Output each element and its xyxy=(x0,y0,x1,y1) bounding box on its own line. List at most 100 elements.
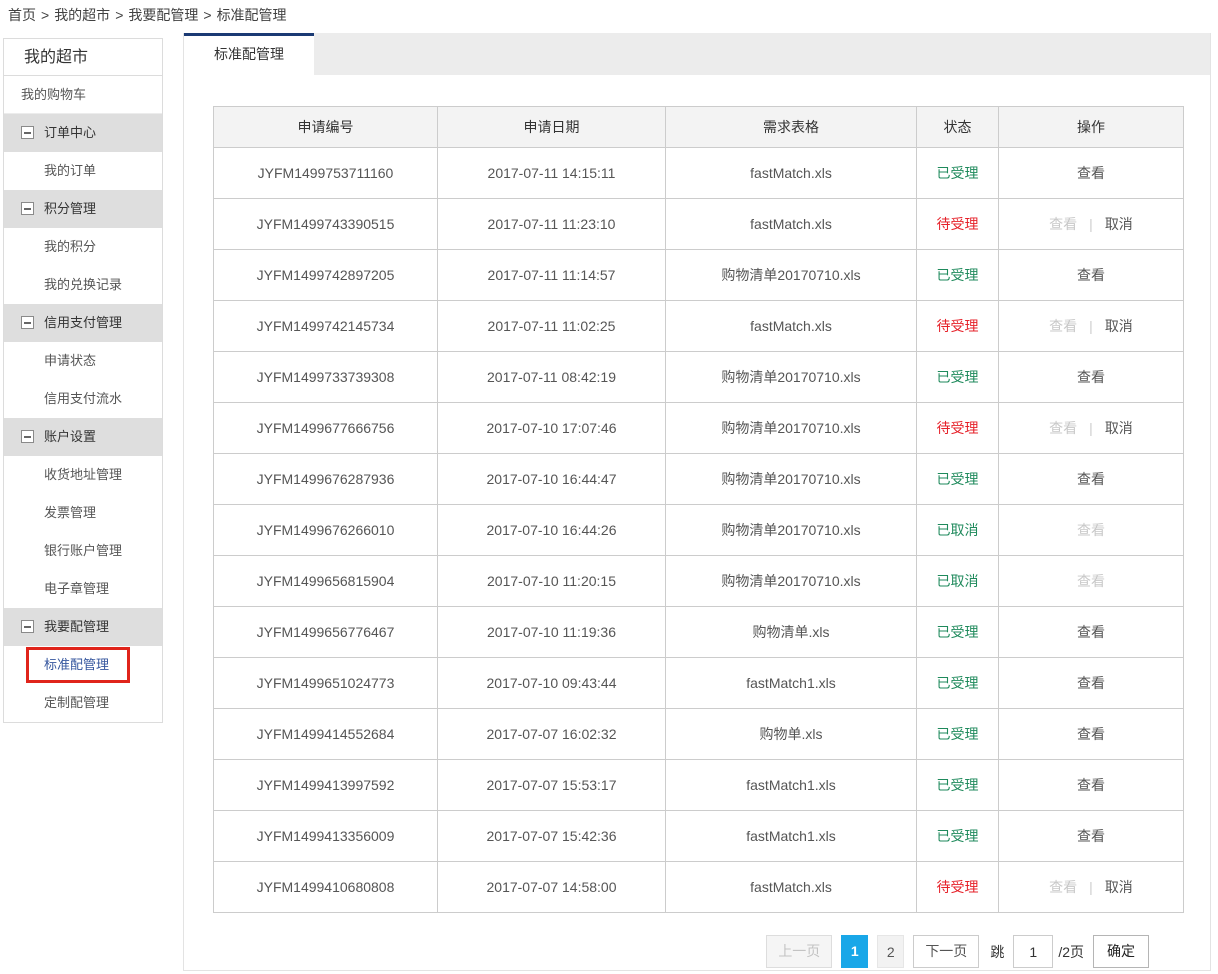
sidebar-item-label: 我的订单 xyxy=(44,163,97,178)
status-badge: 待受理 xyxy=(936,216,979,232)
status-badge: 已受理 xyxy=(936,726,979,742)
requirement-file-cell: 购物清单.xls xyxy=(665,606,917,658)
collapse-minus-icon[interactable] xyxy=(21,201,34,215)
next-page-button[interactable]: 下一页 xyxy=(913,935,980,968)
sidebar-item[interactable]: 我的积分 xyxy=(4,228,162,266)
sidebar-item[interactable]: 我的订单 xyxy=(4,152,162,190)
action-separator: | xyxy=(1089,420,1093,436)
jump-page-input[interactable] xyxy=(1013,935,1054,968)
sidebar-item[interactable]: 我的兑换记录 xyxy=(4,266,162,304)
collapse-minus-icon[interactable] xyxy=(21,429,34,443)
application-id-cell: JYFM1499413997592 xyxy=(213,759,438,811)
table-row: JYFM1499733739308 2017-07-11 08:42:19 购物清单… xyxy=(213,351,1184,403)
requirement-file-cell: fastMatch.xls xyxy=(665,147,917,199)
sidebar-item-label: 订单中心 xyxy=(44,125,97,140)
actions-cell: 查看 | 取消 xyxy=(998,402,1184,454)
sidebar-item[interactable]: 收货地址管理 xyxy=(4,456,162,494)
breadcrumb-separator: > xyxy=(41,7,50,23)
application-id-cell: JYFM1499742897205 xyxy=(213,249,438,301)
status-cell: 已受理 xyxy=(916,708,999,760)
collapse-minus-icon[interactable] xyxy=(21,315,34,329)
action-view-link[interactable]: 查看 xyxy=(1077,165,1105,181)
sidebar-item[interactable]: 标准配管理 xyxy=(4,646,162,684)
actions-cell: 查看 xyxy=(998,504,1184,556)
application-date-cell: 2017-07-10 16:44:26 xyxy=(437,504,666,556)
confirm-button[interactable]: 确定 xyxy=(1093,935,1149,968)
action-view-link[interactable]: 查看 xyxy=(1077,471,1105,487)
application-id-cell: JYFM1499676287936 xyxy=(213,453,438,505)
action-view-link: 查看 xyxy=(1077,573,1105,589)
requirement-file-cell: fastMatch1.xls xyxy=(665,657,917,709)
requirement-file-cell: 购物清单20170710.xls xyxy=(665,555,917,607)
application-id-cell: JYFM1499651024773 xyxy=(213,657,438,709)
sidebar-item-label: 我要配管理 xyxy=(44,619,110,634)
status-badge: 已取消 xyxy=(936,573,979,589)
sidebar-item[interactable]: 我要配管理 xyxy=(4,608,162,646)
status-badge: 已受理 xyxy=(936,267,979,283)
action-cancel-link[interactable]: 取消 xyxy=(1104,216,1133,232)
status-cell: 已受理 xyxy=(916,249,999,301)
sidebar-item[interactable]: 积分管理 xyxy=(4,190,162,228)
sidebar-item[interactable]: 电子章管理 xyxy=(4,570,162,608)
action-view-link[interactable]: 查看 xyxy=(1077,624,1105,640)
application-date-cell: 2017-07-10 09:43:44 xyxy=(437,657,666,709)
status-cell: 已受理 xyxy=(916,453,999,505)
tab-standard-match[interactable]: 标准配管理 xyxy=(184,33,314,75)
breadcrumb-item[interactable]: 我要配管理 xyxy=(128,7,199,23)
action-view-link[interactable]: 查看 xyxy=(1077,828,1105,844)
sidebar-item[interactable]: 定制配管理 xyxy=(4,684,162,722)
collapse-minus-icon[interactable] xyxy=(21,125,34,139)
action-view-link[interactable]: 查看 xyxy=(1077,675,1105,691)
sidebar-item[interactable]: 信用支付管理 xyxy=(4,304,162,342)
actions-cell: 查看 xyxy=(998,453,1184,505)
sidebar-item[interactable]: 银行账户管理 xyxy=(4,532,162,570)
requirement-file-cell: fastMatch1.xls xyxy=(665,759,917,811)
actions-cell: 查看 xyxy=(998,606,1184,658)
sidebar-item[interactable]: 我的购物车 xyxy=(4,76,162,114)
application-date-cell: 2017-07-11 11:14:57 xyxy=(437,249,666,301)
page-number-button[interactable]: 2 xyxy=(877,935,905,968)
sidebar-item[interactable]: 发票管理 xyxy=(4,494,162,532)
requirement-file-cell: 购物清单20170710.xls xyxy=(665,453,917,505)
sidebar-item[interactable]: 信用支付流水 xyxy=(4,380,162,418)
actions-cell: 查看 xyxy=(998,555,1184,607)
action-view-link[interactable]: 查看 xyxy=(1077,369,1105,385)
table-row: JYFM1499656815904 2017-07-10 11:20:15 购物清单… xyxy=(213,555,1184,607)
breadcrumb-item[interactable]: 标准配管理 xyxy=(216,7,287,23)
collapse-minus-icon[interactable] xyxy=(21,619,34,633)
action-cancel-link[interactable]: 取消 xyxy=(1104,420,1133,436)
sidebar-item-label: 发票管理 xyxy=(44,505,97,520)
status-badge: 已受理 xyxy=(936,624,979,640)
column-header: 申请日期 xyxy=(437,106,666,148)
action-view-link[interactable]: 查看 xyxy=(1077,726,1105,742)
requirement-file-cell: 购物清单20170710.xls xyxy=(665,249,917,301)
sidebar: 我的超市 我的购物车 订单中心 我的订单 积分管理 我的积分 我的兑换记录 信用支付管理 申请… xyxy=(3,38,163,723)
table-row: JYFM1499656776467 2017-07-10 11:19:36 购物清单… xyxy=(213,606,1184,658)
requirement-file-cell: 购物清单20170710.xls xyxy=(665,351,917,403)
action-cancel-link[interactable]: 取消 xyxy=(1104,318,1133,334)
breadcrumb-item[interactable]: 我的超市 xyxy=(54,7,111,23)
application-date-cell: 2017-07-10 17:07:46 xyxy=(437,402,666,454)
action-view-link[interactable]: 查看 xyxy=(1077,777,1105,793)
sidebar-item[interactable]: 申请状态 xyxy=(4,342,162,380)
status-badge: 已取消 xyxy=(936,522,979,538)
page-number-button[interactable]: 1 xyxy=(841,935,869,968)
actions-cell: 查看 | 取消 xyxy=(998,198,1184,250)
column-header: 申请编号 xyxy=(213,106,438,148)
application-id-cell: JYFM1499656776467 xyxy=(213,606,438,658)
table-row: JYFM1499742145734 2017-07-11 11:02:25 fast… xyxy=(213,300,1184,352)
breadcrumb-item[interactable]: 首页 xyxy=(8,7,36,23)
sidebar-item[interactable]: 订单中心 xyxy=(4,114,162,152)
breadcrumb-separator: > xyxy=(203,7,212,23)
application-date-cell: 2017-07-11 08:42:19 xyxy=(437,351,666,403)
action-view-link[interactable]: 查看 xyxy=(1077,267,1105,283)
action-cancel-link[interactable]: 取消 xyxy=(1104,879,1133,895)
status-cell: 已受理 xyxy=(916,657,999,709)
sidebar-item-label: 申请状态 xyxy=(44,353,97,368)
application-date-cell: 2017-07-11 11:23:10 xyxy=(437,198,666,250)
sidebar-item-label: 电子章管理 xyxy=(44,581,110,596)
sidebar-item-label: 信用支付管理 xyxy=(44,315,123,330)
actions-cell: 查看 | 取消 xyxy=(998,300,1184,352)
sidebar-item[interactable]: 账户设置 xyxy=(4,418,162,456)
column-header: 状态 xyxy=(916,106,999,148)
